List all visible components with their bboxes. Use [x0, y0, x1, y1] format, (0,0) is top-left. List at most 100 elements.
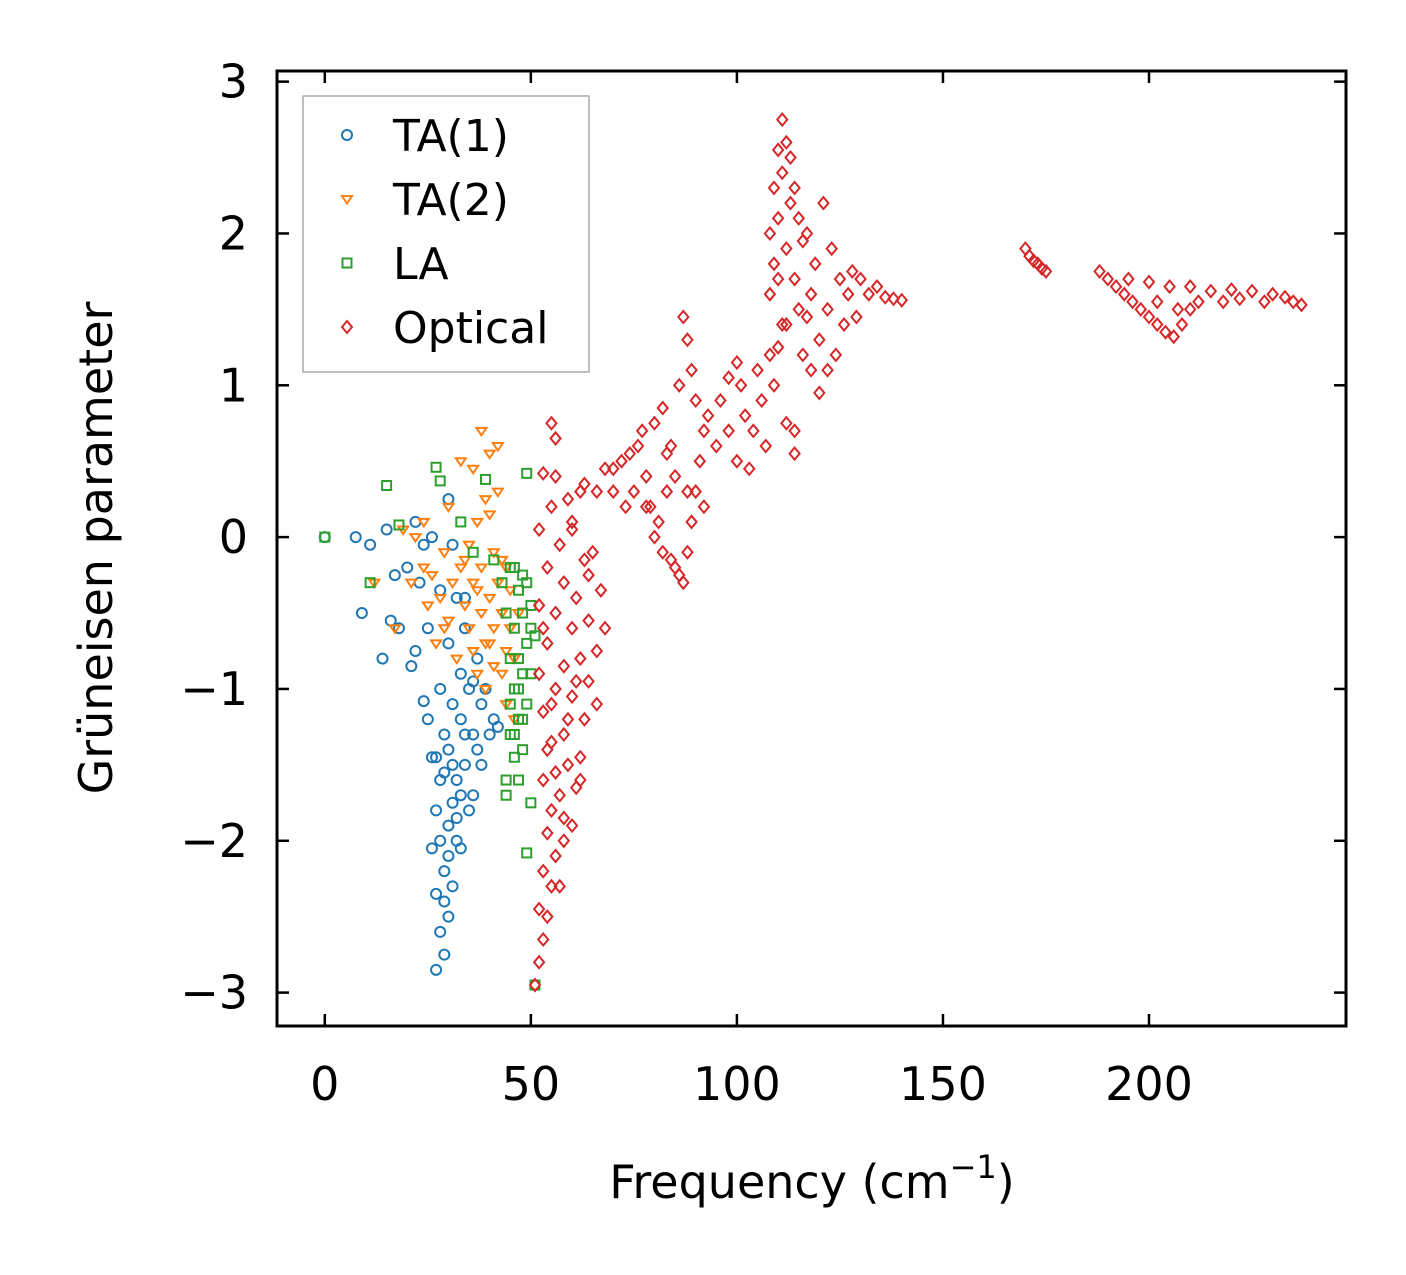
data-point	[430, 751, 443, 764]
data-point	[887, 291, 900, 307]
y-tick-label: −3	[180, 966, 248, 1020]
data-point	[1278, 289, 1292, 305]
data-point	[474, 426, 489, 438]
data-point	[689, 392, 703, 409]
data-point	[788, 180, 801, 196]
data-point	[574, 484, 587, 500]
data-point	[482, 449, 497, 460]
data-point	[1159, 324, 1172, 340]
data-point	[582, 567, 595, 583]
data-point	[532, 597, 546, 613]
data-point	[742, 461, 756, 477]
data-point	[780, 316, 793, 333]
data-point	[788, 423, 801, 439]
data-point	[1183, 301, 1197, 317]
data-point	[364, 538, 377, 551]
data-point	[529, 630, 541, 642]
data-point	[813, 332, 826, 348]
data-point	[471, 743, 484, 756]
data-point	[517, 713, 529, 725]
data-point	[454, 667, 467, 680]
data-point	[767, 377, 781, 393]
data-point	[763, 225, 777, 242]
data-point	[504, 698, 516, 710]
y-axis-label: Grüneisen parameter	[69, 301, 123, 794]
data-point	[438, 865, 451, 878]
data-point	[392, 622, 405, 635]
data-point	[425, 842, 438, 855]
data-point	[521, 637, 533, 649]
series-ta1	[318, 493, 504, 976]
data-point	[771, 210, 785, 226]
data-point	[434, 584, 447, 597]
data-point	[681, 484, 694, 500]
data-point	[821, 301, 834, 317]
data-point	[500, 607, 512, 619]
data-point	[565, 514, 579, 530]
data-point	[1134, 301, 1148, 317]
data-point	[545, 878, 558, 894]
data-point	[450, 811, 463, 824]
data-point	[652, 514, 665, 530]
series-la	[319, 461, 541, 991]
data-point	[780, 241, 793, 257]
data-point	[639, 468, 653, 484]
data-point	[521, 698, 533, 710]
legend-marker-icon	[341, 257, 353, 269]
data-point	[442, 493, 455, 506]
data-point	[495, 669, 509, 681]
data-point	[430, 461, 442, 473]
data-point	[480, 473, 492, 485]
data-point	[1216, 294, 1230, 310]
data-point	[821, 362, 834, 378]
data-point	[813, 385, 826, 401]
data-point	[421, 622, 434, 635]
data-point	[701, 408, 715, 424]
data-point	[775, 316, 789, 333]
data-point	[590, 484, 604, 500]
data-point	[438, 728, 451, 741]
data-point	[393, 519, 405, 531]
data-point	[355, 607, 368, 620]
data-point	[854, 271, 867, 287]
data-point	[417, 538, 430, 551]
data-point	[615, 453, 628, 469]
data-point	[446, 538, 459, 551]
data-point	[458, 622, 471, 635]
data-point	[1163, 279, 1176, 295]
data-point	[437, 624, 452, 635]
data-point	[565, 818, 579, 834]
data-point	[574, 749, 587, 765]
data-point	[458, 728, 471, 741]
data-point	[467, 546, 479, 558]
data-point	[1142, 274, 1156, 290]
data-point	[664, 438, 678, 454]
data-point	[1142, 309, 1156, 325]
data-point	[442, 819, 455, 832]
data-point	[536, 465, 550, 481]
data-point	[639, 499, 653, 515]
data-point	[549, 468, 562, 484]
data-point	[1117, 286, 1131, 302]
data-point	[553, 878, 567, 894]
data-point	[466, 464, 481, 476]
data-point	[454, 713, 467, 726]
data-point	[685, 362, 698, 378]
data-point	[1192, 294, 1205, 310]
data-point	[1039, 263, 1053, 279]
data-point	[817, 195, 830, 211]
data-point	[1019, 241, 1032, 257]
data-point	[1225, 282, 1238, 298]
data-point	[862, 286, 876, 302]
data-point	[788, 271, 801, 287]
legend-label: Optical	[393, 303, 548, 354]
data-point	[635, 423, 649, 439]
data-point	[648, 529, 661, 545]
legend: TA(1) TA(2) LA Optical	[302, 95, 590, 373]
data-point	[471, 652, 484, 665]
y-tick-label: 1	[219, 358, 248, 412]
data-point	[800, 309, 814, 325]
data-point	[660, 484, 674, 500]
data-point	[549, 605, 562, 621]
